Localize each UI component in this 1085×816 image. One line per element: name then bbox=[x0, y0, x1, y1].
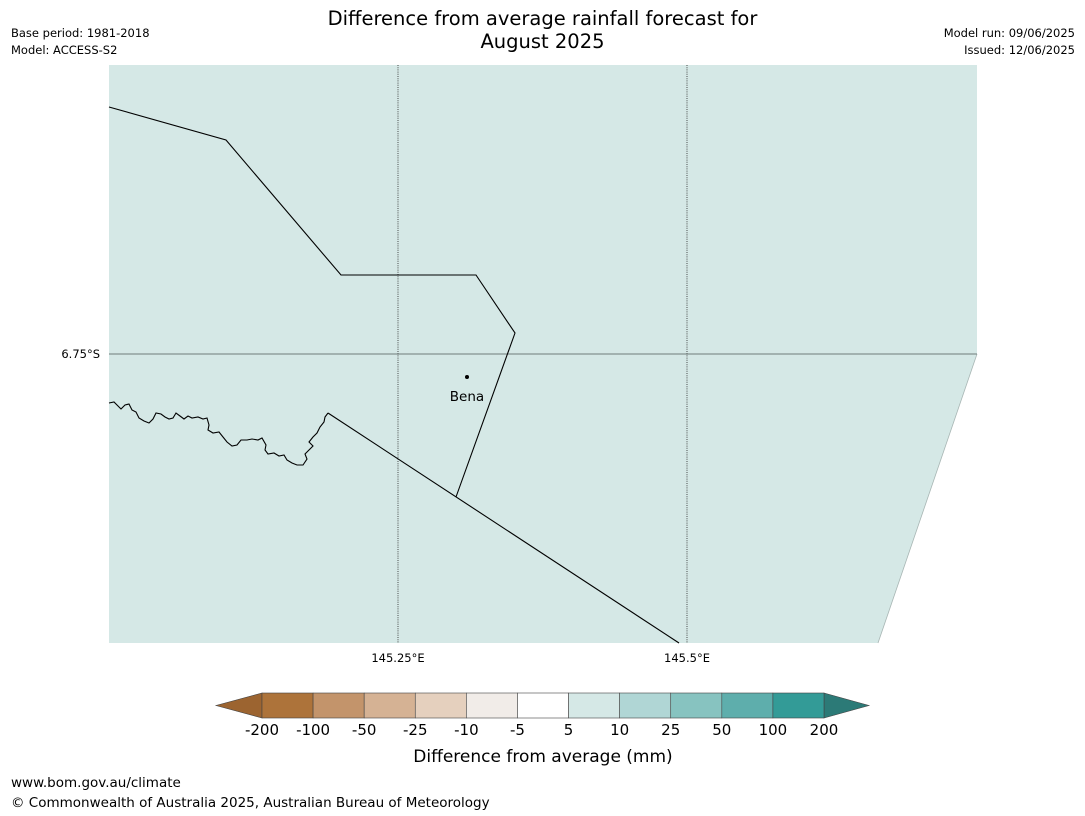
colorbar-box bbox=[517, 692, 569, 719]
colorbar-tick-label: -200 bbox=[245, 721, 279, 739]
colorbar-box bbox=[466, 692, 518, 719]
issued-text: Issued: 12/06/2025 bbox=[964, 43, 1075, 57]
province-boundary-south bbox=[327, 412, 680, 644]
map-panel: Bena bbox=[108, 65, 978, 644]
border-line-west bbox=[108, 401, 329, 466]
longitude-label-1: 145.25°E bbox=[371, 651, 424, 665]
colorbar-tick-label: -50 bbox=[352, 721, 377, 739]
colorbar-tick-label: 100 bbox=[759, 721, 788, 739]
colorbar-box bbox=[312, 692, 365, 719]
colorbar-box bbox=[568, 692, 620, 719]
latitude-label: 6.75°S bbox=[61, 347, 100, 361]
meta-left: Base period: 1981-2018 Model: ACCESS-S2 bbox=[11, 25, 150, 59]
colorbar-tick-label: 5 bbox=[564, 721, 574, 739]
place-label-bena: Bena bbox=[450, 389, 484, 405]
base-period-text: Base period: 1981-2018 bbox=[11, 26, 150, 40]
colorbar-label: Difference from average (mm) bbox=[413, 747, 672, 767]
model-run-text: Model run: 09/06/2025 bbox=[943, 26, 1075, 40]
longitude-label-2: 145.5°E bbox=[664, 651, 710, 665]
footer-url: www.bom.gov.au/climate bbox=[11, 775, 181, 791]
colorbar-tick-label: -25 bbox=[403, 721, 428, 739]
colorbar-tick-label: 25 bbox=[661, 721, 680, 739]
bena-marker bbox=[465, 375, 469, 379]
colorbar-box bbox=[772, 692, 825, 719]
province-boundary-north bbox=[108, 106, 516, 498]
colorbar-box bbox=[670, 692, 723, 719]
colorbar-box bbox=[261, 692, 314, 719]
colorbar-tick-label: -10 bbox=[454, 721, 479, 739]
meta-right: Model run: 09/06/2025 Issued: 12/06/2025 bbox=[944, 25, 1075, 59]
map-edge-diagonal bbox=[877, 353, 978, 644]
colorbar-box bbox=[363, 692, 416, 719]
colorbar-tick-label: 200 bbox=[810, 721, 839, 739]
colorbar: -200 -100 -50 -25 -10 -5 5 10 25 50 100 200 bbox=[214, 692, 871, 739]
colorbar-box bbox=[414, 692, 467, 719]
colorbar-box bbox=[619, 692, 672, 719]
colorbar-box bbox=[721, 692, 774, 719]
map-title: Difference from average rainfall forecas… bbox=[0, 7, 1085, 53]
colorbar-tick-label: 10 bbox=[610, 721, 629, 739]
model-text: Model: ACCESS-S2 bbox=[11, 43, 118, 57]
colorbar-under-arrow bbox=[214, 692, 263, 719]
colorbar-tick-label: 50 bbox=[712, 721, 731, 739]
colorbar-over-arrow bbox=[823, 692, 871, 719]
colorbar-tick-label: -100 bbox=[296, 721, 330, 739]
map-title-line2: August 2025 bbox=[480, 30, 605, 53]
colorbar-tick-label: -5 bbox=[510, 721, 525, 739]
map-title-line1: Difference from average rainfall forecas… bbox=[327, 7, 758, 30]
footer-copyright: © Commonwealth of Australia 2025, Austra… bbox=[11, 795, 490, 811]
